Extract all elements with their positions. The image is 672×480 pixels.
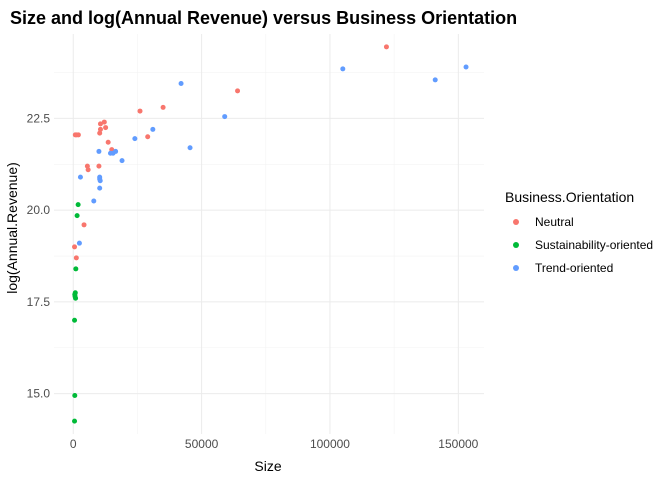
legend-key-sustainability-oriented (513, 242, 519, 248)
data-point-trend-oriented (91, 198, 97, 204)
data-point-neutral (137, 108, 143, 114)
y-tick-label: 15.0 (27, 387, 51, 401)
data-point-trend-oriented (150, 126, 156, 132)
x-tick-label: 100000 (310, 437, 350, 451)
data-point-neutral (383, 44, 389, 50)
x-axis-ticks: 0 50000 100000 150000 (70, 437, 479, 451)
x-tick-label: 150000 (438, 437, 478, 451)
data-point-trend-oriented (96, 148, 102, 154)
plot-points (72, 44, 469, 424)
data-point-sustainability-oriented (73, 295, 79, 301)
data-point-neutral (85, 167, 91, 173)
y-tick-label: 20.0 (27, 203, 51, 217)
data-point-neutral (101, 119, 107, 125)
data-point-sustainability-oriented (72, 392, 78, 398)
chart-title: Size and log(Annual Revenue) versus Busi… (10, 8, 517, 28)
data-point-neutral (97, 121, 103, 127)
data-point-neutral (160, 104, 166, 110)
legend-key-trend-oriented (513, 265, 519, 271)
data-point-neutral (73, 255, 79, 261)
x-axis-title: Size (254, 458, 281, 474)
legend-items: Neutral Sustainability-oriented Trend-orie… (513, 215, 653, 275)
data-point-neutral (96, 163, 102, 169)
legend-label-neutral: Neutral (535, 215, 574, 229)
data-point-sustainability-oriented (72, 317, 78, 323)
x-tick-label: 0 (70, 437, 77, 451)
data-point-neutral (235, 88, 241, 94)
data-point-neutral (145, 134, 151, 140)
data-point-sustainability-oriented (74, 213, 80, 219)
data-point-neutral (75, 132, 81, 138)
data-point-trend-oriented (97, 185, 103, 191)
data-point-neutral (103, 125, 109, 131)
data-point-trend-oriented (119, 158, 125, 164)
data-point-trend-oriented (97, 178, 103, 184)
data-point-sustainability-oriented (73, 266, 79, 272)
data-point-trend-oriented (340, 66, 346, 72)
x-tick-label: 50000 (185, 437, 219, 451)
data-point-neutral (81, 222, 87, 228)
legend-label-sustainability-oriented: Sustainability-oriented (535, 238, 653, 252)
data-point-neutral (105, 139, 111, 145)
data-point-trend-oriented (132, 136, 138, 142)
legend-label-trend-oriented: Trend-oriented (535, 261, 613, 275)
data-point-trend-oriented (222, 114, 228, 120)
data-point-neutral (97, 126, 103, 132)
data-point-sustainability-oriented (75, 202, 81, 208)
data-point-trend-oriented (432, 77, 438, 83)
data-point-trend-oriented (76, 240, 82, 246)
legend-key-neutral (513, 219, 519, 225)
data-point-neutral (72, 244, 78, 250)
y-axis-title: log(Annual.Revenue) (4, 162, 20, 294)
y-tick-label: 22.5 (27, 111, 51, 125)
y-tick-label: 17.5 (27, 295, 51, 309)
y-axis-ticks: 15.0 17.5 20.0 22.5 (27, 111, 51, 400)
legend-title: Business.Orientation (505, 189, 634, 205)
data-point-trend-oriented (178, 81, 184, 87)
data-point-trend-oriented (77, 174, 83, 180)
data-point-trend-oriented (113, 148, 119, 154)
plot-grid (54, 34, 484, 434)
legend: Business.Orientation Neutral Sustainabili… (505, 189, 653, 275)
data-point-trend-oriented (463, 64, 469, 70)
data-point-trend-oriented (187, 145, 193, 151)
data-point-sustainability-oriented (72, 418, 78, 424)
